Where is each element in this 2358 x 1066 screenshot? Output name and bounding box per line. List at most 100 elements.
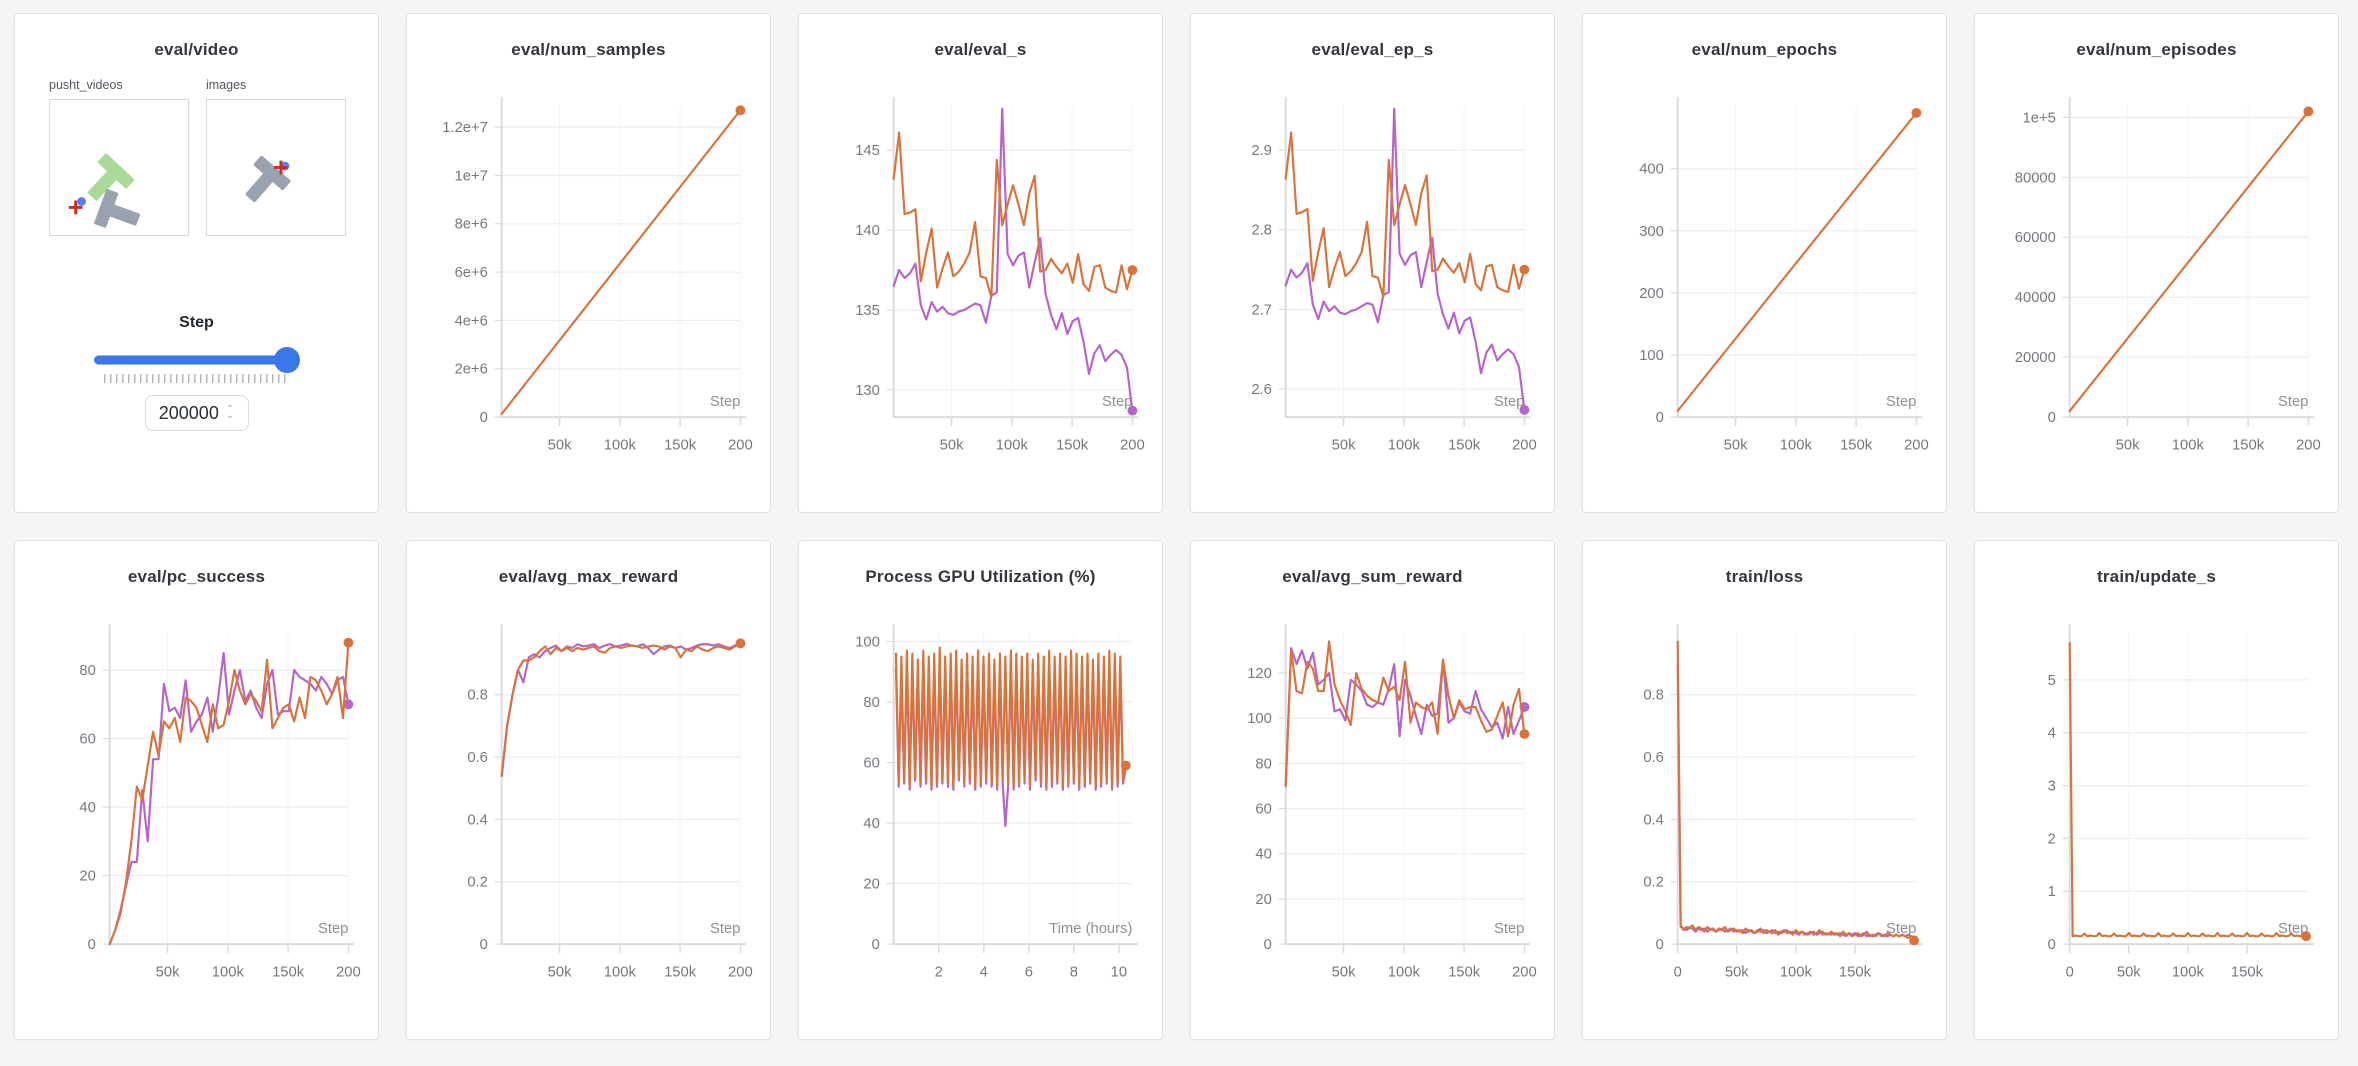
svg-text:100k: 100k (604, 965, 637, 981)
step-input[interactable]: 200000 ⌃ ⌄ (144, 395, 249, 431)
chart-panel-eval-avg-sum-reward[interactable]: eval/avg_sum_reward 0 20 40 60 80 100 120 50k 10… (1190, 540, 1555, 1040)
chart-panel-eval-num-episodes[interactable]: eval/num_episodes 0 20000 40000 60000 80000 1… (1974, 13, 2339, 513)
stepper-icon[interactable]: ⌃ ⌄ (225, 404, 235, 421)
series-run-orange (500, 642, 742, 777)
svg-text:40: 40 (863, 816, 879, 832)
svg-text:50k: 50k (2117, 965, 2141, 981)
svg-text:50k: 50k (1332, 965, 1356, 981)
chart-plot: 0 20000 40000 60000 80000 1e+5 50k 100k 150k 200 S… (2015, 97, 2321, 454)
svg-text:100k: 100k (212, 965, 245, 981)
series-end-dot (1519, 404, 1530, 415)
chart-title: eval/num_epochs (1691, 40, 1838, 59)
chart-plot: 2.6 2.7 2.8 2.9 50k 100k 150k 200 Step (1251, 97, 1537, 454)
chart-plot: 0 2e+6 4e+6 6e+6 8e+6 1e+7 1.2e+7 50k 100k 150k 20… (442, 97, 753, 454)
svg-text:6e+6: 6e+6 (455, 265, 488, 281)
chart-panel-process-gpu-utilization-[interactable]: Process GPU Utilization (%) 0 20 40 60 80 100… (798, 540, 1163, 1040)
series-end-dot (1127, 405, 1138, 416)
svg-text:200: 200 (336, 965, 361, 981)
svg-text:Step: Step (710, 394, 740, 410)
svg-text:0: 0 (2048, 937, 2056, 953)
svg-text:8e+6: 8e+6 (455, 217, 488, 233)
svg-text:100k: 100k (996, 438, 1029, 454)
series-end-dot (735, 105, 746, 116)
stepper-down-icon[interactable]: ⌄ (225, 410, 235, 421)
series-run-orange (894, 646, 1127, 788)
chart-title: eval/eval_ep_s (1311, 40, 1434, 59)
svg-text:40000: 40000 (2015, 290, 2056, 306)
svg-text:Step: Step (710, 921, 740, 937)
svg-text:135: 135 (855, 303, 880, 319)
series-end-dot (1120, 760, 1131, 771)
step-slider-track[interactable] (94, 355, 299, 365)
series-run (1676, 111, 1918, 412)
svg-text:0: 0 (2048, 410, 2056, 426)
panel-eval-video[interactable]: eval/video pusht_videos (14, 13, 379, 513)
svg-text:120: 120 (1247, 666, 1272, 682)
media-row: pusht_videos (15, 78, 378, 236)
svg-text:100k: 100k (1780, 438, 1813, 454)
step-slider[interactable] (94, 347, 300, 373)
svg-text:60: 60 (79, 732, 95, 748)
target-cross-icon (68, 200, 83, 215)
svg-text:1e+7: 1e+7 (455, 168, 488, 184)
series-run-purple (1284, 107, 1526, 411)
svg-text:0.2: 0.2 (467, 875, 488, 891)
chart-panel-eval-num-epochs[interactable]: eval/num_epochs 0 100 200 300 400 50k 100k 150k… (1582, 13, 1947, 513)
svg-text:3: 3 (2048, 779, 2056, 795)
agent-dot (77, 197, 86, 206)
svg-text:Step: Step (2278, 394, 2308, 410)
series-end-dot (1127, 265, 1138, 275)
svg-text:145: 145 (855, 143, 880, 159)
svg-text:4: 4 (2048, 726, 2056, 742)
step-control: Step 200000 ⌃ ⌄ (15, 314, 378, 431)
chart-panel-train-loss[interactable]: train/loss 0 0.2 0.4 0.6 0.8 0 50k 100k 150k Step (1582, 540, 1947, 1040)
svg-text:Step: Step (318, 921, 348, 937)
stepper-up-icon[interactable]: ⌃ (225, 404, 235, 415)
svg-text:0.2: 0.2 (1643, 875, 1664, 891)
svg-text:100: 100 (1639, 348, 1664, 364)
chart-panel-eval-eval-ep-s[interactable]: eval/eval_ep_s 2.6 2.7 2.8 2.9 50k 100k 150k 20… (1190, 13, 1555, 513)
svg-text:2e+6: 2e+6 (455, 362, 488, 378)
series-run-orange (1284, 640, 1526, 788)
chart-panel-train-update-s[interactable]: train/update_s 0 1 2 3 4 5 0 50k 100k 150k Step (1974, 540, 2339, 1040)
svg-text:20000: 20000 (2015, 350, 2056, 366)
chart-plot: 0 0.2 0.4 0.6 0.8 50k 100k 150k 200 Step (467, 624, 753, 981)
chart-plot: 130 135 140 145 50k 100k 150k 200 Step (855, 97, 1145, 454)
svg-text:200: 200 (728, 438, 753, 454)
svg-text:60000: 60000 (2015, 230, 2056, 246)
chart-title: eval/eval_s (934, 40, 1027, 59)
svg-text:80: 80 (1255, 756, 1271, 772)
chart-title: eval/pc_success (127, 567, 266, 586)
svg-text:0: 0 (872, 937, 880, 953)
chart-plot: 0 20 40 60 80 50k 100k 150k 200 Step (79, 624, 361, 981)
svg-text:150k: 150k (1840, 438, 1873, 454)
svg-text:200: 200 (1512, 965, 1537, 981)
svg-text:130: 130 (855, 383, 880, 399)
series-end-dot (1909, 935, 1919, 946)
step-slider-handle[interactable] (273, 347, 300, 373)
svg-text:50k: 50k (2116, 438, 2140, 454)
chart-plot: 0 1 2 3 4 5 0 50k 100k 150k Step (2048, 624, 2315, 981)
svg-text:Step: Step (1494, 921, 1524, 937)
svg-text:8: 8 (1070, 965, 1078, 981)
svg-text:Step: Step (1886, 394, 1916, 410)
svg-text:Step: Step (1102, 394, 1132, 410)
chart-panel-eval-num-samples[interactable]: eval/num_samples 0 2e+6 4e+6 6e+6 8e+6 1e+7 1.… (406, 13, 771, 513)
images-thumbnail[interactable] (206, 99, 346, 236)
svg-text:150k: 150k (2231, 965, 2264, 981)
svg-text:0: 0 (88, 937, 96, 953)
step-slider-label: Step (179, 314, 214, 331)
svg-text:100k: 100k (1388, 965, 1421, 981)
series-end-dot (343, 637, 354, 648)
target-cross-icon (274, 160, 288, 175)
chart-panel-eval-pc-success[interactable]: eval/pc_success 0 20 40 60 80 50k 100k 150k 200 S… (14, 540, 379, 1040)
series-run (2068, 110, 2310, 413)
chart-plot: 0 20 40 60 80 100 2 4 6 8 10 Time (hours) (855, 624, 1139, 981)
step-input-value[interactable]: 200000 (158, 402, 219, 423)
svg-text:100k: 100k (1780, 965, 1813, 981)
chart-panel-eval-eval-s[interactable]: eval/eval_s 130 135 140 145 50k 100k 150k 200 St… (798, 13, 1163, 513)
pusht-video-thumbnail[interactable] (49, 99, 189, 236)
chart-panel-eval-avg-max-reward[interactable]: eval/avg_max_reward 0 0.2 0.4 0.6 0.8 50k 100k… (406, 540, 771, 1040)
series-run-orange (1284, 131, 1526, 298)
chart-title: train/update_s (2097, 567, 2216, 586)
